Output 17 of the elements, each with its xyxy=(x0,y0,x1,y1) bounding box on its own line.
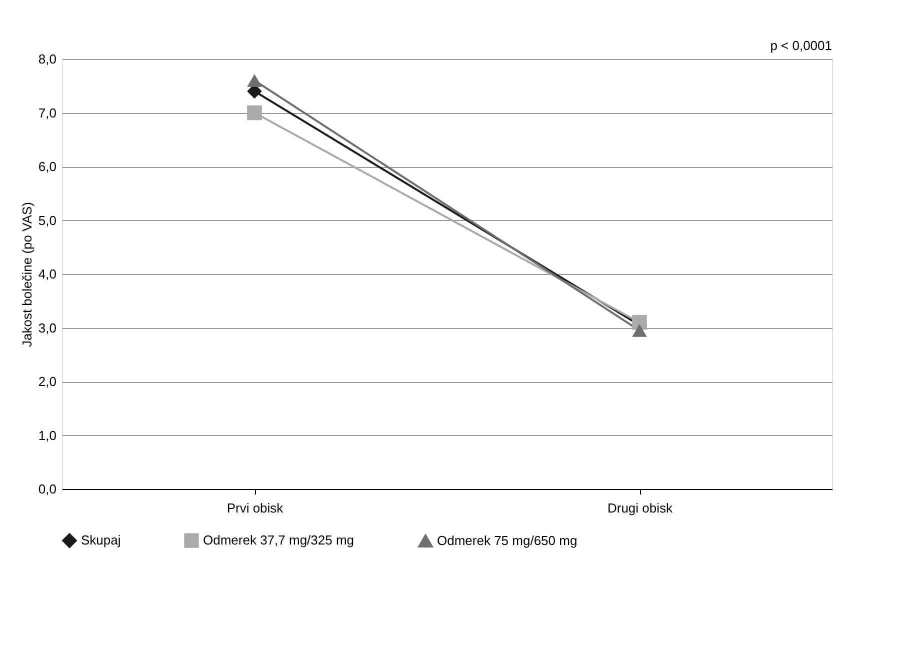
y-tick-label: 4,0 xyxy=(38,266,56,282)
y-tick-label: 5,0 xyxy=(38,212,56,228)
point xyxy=(247,105,262,120)
legend-label: Odmerek 37,7 mg/325 mg xyxy=(203,532,354,548)
y-tick-label: 0,0 xyxy=(38,482,56,496)
y-tick-label: 8,0 xyxy=(38,52,56,66)
y-axis-title: Jakost bolečine (po VAS) xyxy=(19,202,34,347)
y-tick-label: 1,0 xyxy=(38,428,56,443)
y-tick-label: 7,0 xyxy=(38,105,56,120)
text: p < 0,0001 xyxy=(770,38,832,53)
legend-label: Odmerek 75 mg/650 mg xyxy=(437,533,578,548)
legend-label: Skupaj xyxy=(81,532,121,548)
y-tick-label: 6,0 xyxy=(38,159,56,174)
x-tick-label: Prvi obisk xyxy=(226,500,284,516)
y-tick-label: 3,0 xyxy=(38,320,56,336)
y-tick-label: 2,0 xyxy=(38,374,56,389)
x-tick-label: Drugi obisk xyxy=(607,500,674,516)
